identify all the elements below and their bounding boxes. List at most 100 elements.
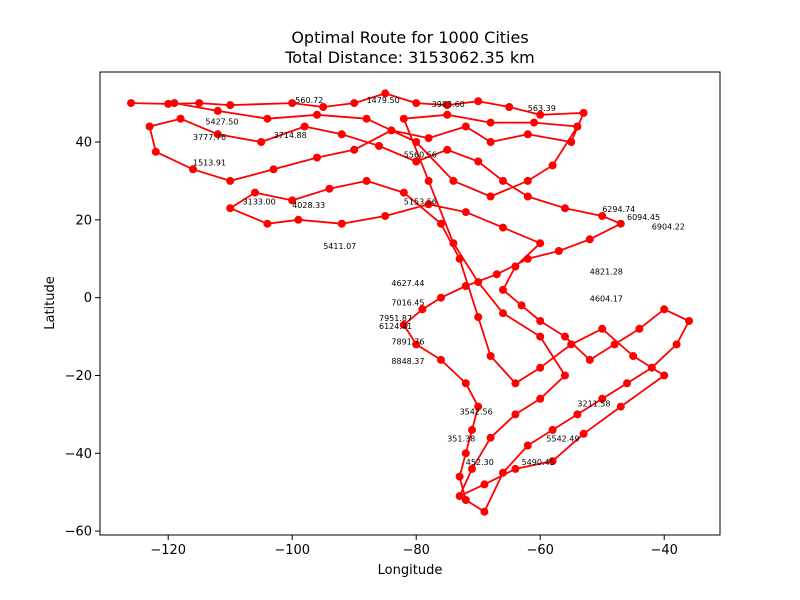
city-point	[362, 114, 371, 123]
x-tick-label: −80	[402, 543, 429, 558]
x-axis: −120 −100 −80 −60 −40	[150, 535, 678, 558]
y-tick-label: −40	[65, 447, 92, 462]
city-point	[579, 429, 588, 438]
distance-label: 5411.07	[323, 242, 356, 251]
city-point	[610, 340, 619, 349]
city-point	[486, 118, 495, 127]
city-point	[536, 394, 545, 403]
city-point	[294, 215, 303, 224]
distance-label: 5490.45	[522, 458, 555, 467]
city-point	[623, 379, 631, 388]
city-point	[424, 176, 433, 185]
y-tick-label: −20	[65, 369, 92, 384]
city-point	[288, 99, 297, 108]
city-point	[499, 285, 507, 294]
city-point	[486, 138, 495, 146]
city-point	[579, 108, 588, 117]
city-point	[647, 363, 656, 372]
distance-label: 3211.58	[577, 400, 610, 409]
city-point	[226, 101, 235, 110]
city-point	[567, 340, 576, 349]
city-point	[350, 99, 359, 108]
city-point	[548, 425, 557, 434]
plot-frame	[99, 71, 721, 536]
city-point	[269, 165, 278, 174]
distance-label: 452.30	[466, 458, 494, 467]
city-point	[412, 99, 421, 108]
city-point	[387, 126, 396, 135]
city-point	[319, 103, 328, 111]
y-axis-label: Latitude	[43, 276, 58, 330]
city-point	[443, 145, 452, 154]
distance-label: 4821.28	[590, 267, 623, 276]
city-point	[455, 472, 464, 481]
y-axis: −60 −40 −20 0 20 40	[65, 136, 100, 540]
city-point	[362, 176, 371, 185]
distance-label: 560.72	[295, 96, 323, 105]
distance-label: 1479.50	[367, 96, 400, 105]
city-point	[536, 317, 545, 325]
distance-label: 5560.56	[404, 151, 437, 160]
city-point	[350, 145, 359, 154]
city-point	[461, 449, 470, 458]
city-point	[251, 188, 259, 197]
city-point	[437, 293, 445, 302]
city-point	[474, 278, 483, 287]
city-point	[424, 134, 433, 143]
city-point	[492, 270, 501, 279]
city-point	[127, 99, 135, 108]
distance-label: 5542.49	[546, 435, 579, 444]
city-point	[226, 204, 235, 213]
city-point	[226, 176, 235, 185]
city-point	[449, 239, 458, 248]
city-point	[480, 480, 489, 489]
city-point	[418, 305, 427, 314]
city-point	[536, 110, 545, 119]
city-point	[598, 212, 607, 220]
city-point	[480, 507, 489, 516]
city-point	[474, 402, 483, 411]
city-point	[474, 157, 483, 166]
city-point	[213, 130, 222, 139]
city-point	[616, 402, 625, 411]
y-tick-label: 40	[75, 136, 92, 151]
city-point	[598, 394, 607, 403]
city-point	[561, 371, 569, 380]
city-point	[461, 208, 470, 217]
distance-label: 1513.91	[193, 158, 226, 167]
city-point	[145, 122, 154, 131]
city-point	[530, 118, 538, 127]
city-point	[536, 363, 545, 372]
city-point	[412, 157, 421, 166]
city-point	[585, 235, 594, 244]
city-point	[660, 305, 669, 314]
city-point	[437, 219, 445, 228]
city-point	[523, 254, 532, 263]
city-point	[412, 138, 421, 146]
city-point	[195, 99, 204, 108]
city-point	[412, 340, 421, 349]
city-point	[499, 468, 507, 477]
city-point	[536, 239, 545, 248]
city-point	[561, 204, 569, 213]
city-point	[424, 200, 433, 209]
city-point	[585, 355, 594, 364]
distance-label: 3133.00	[243, 197, 276, 206]
city-point	[213, 106, 222, 115]
city-point	[573, 410, 582, 419]
city-point	[461, 496, 470, 504]
city-point	[468, 425, 476, 434]
distance-label: 7016.45	[391, 298, 424, 307]
city-point	[461, 379, 470, 388]
city-point	[443, 101, 452, 110]
distance-label: 3777.76	[193, 133, 226, 142]
city-point	[548, 457, 557, 466]
city-point	[474, 313, 483, 322]
city-point	[499, 309, 507, 318]
city-point	[672, 340, 681, 349]
city-point	[629, 352, 638, 360]
distance-label: 3983.60	[432, 100, 465, 109]
city-point	[616, 219, 625, 228]
city-point	[523, 441, 532, 450]
chart-subtitle: Total Distance: 3153062.35 km	[284, 48, 535, 67]
